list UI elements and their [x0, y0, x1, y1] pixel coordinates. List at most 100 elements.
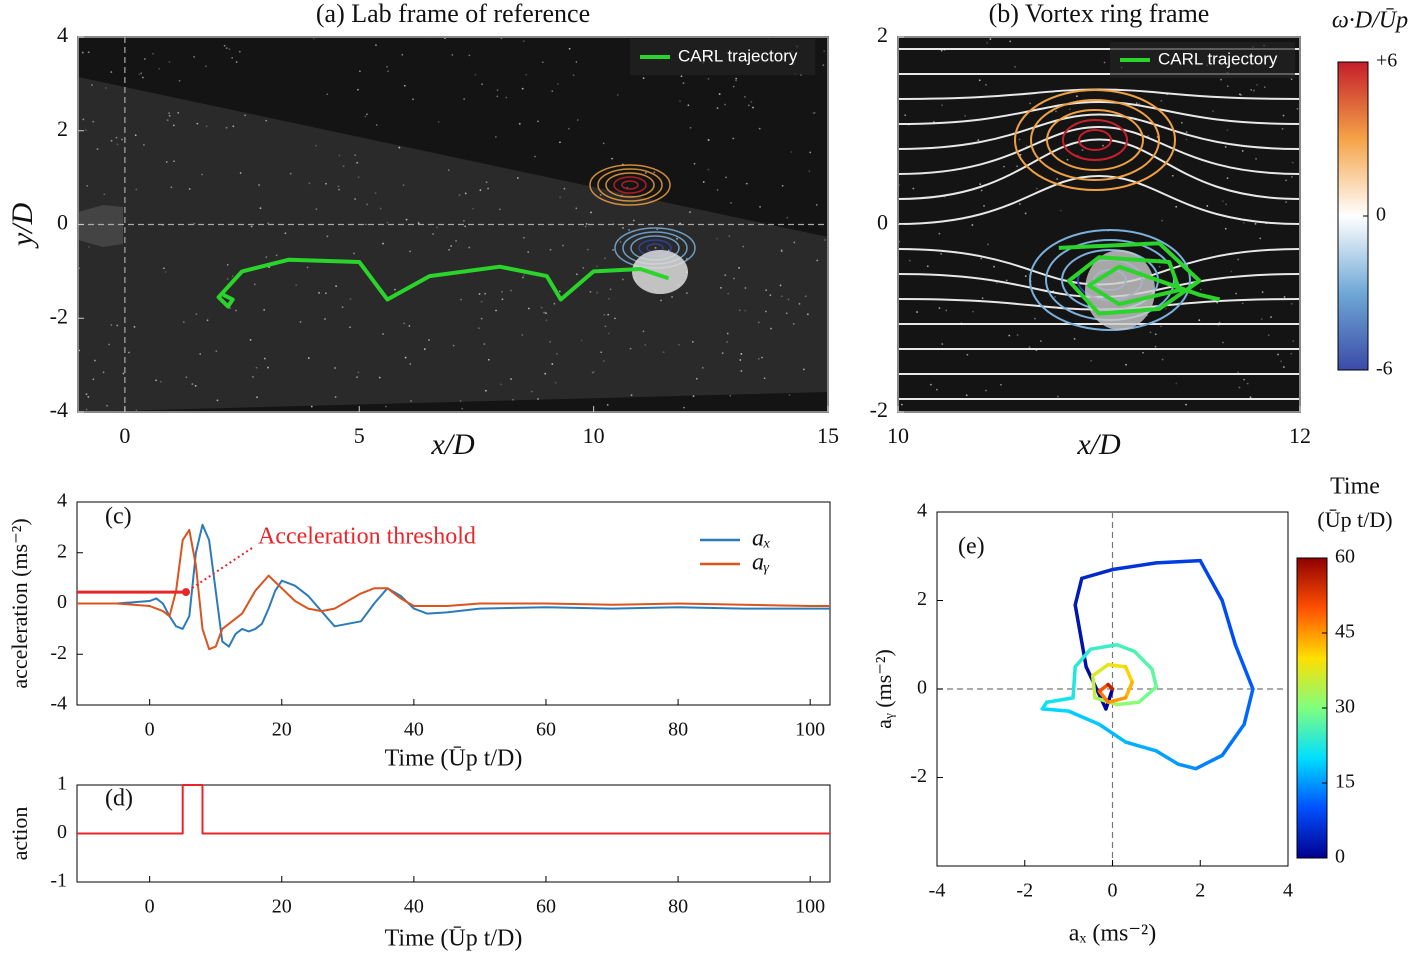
- speck: [729, 394, 732, 397]
- speck: [1180, 121, 1183, 124]
- speck: [496, 95, 499, 98]
- data-line: [77, 528, 830, 651]
- speck: [1035, 187, 1038, 190]
- speck: [938, 232, 941, 235]
- speck: [604, 325, 607, 328]
- speck: [166, 119, 169, 121]
- speck: [485, 181, 488, 184]
- speck: [315, 208, 318, 211]
- speck: [678, 343, 680, 346]
- x-tick-label: -2: [1016, 880, 1033, 902]
- y-tick-label: 4: [57, 22, 68, 47]
- speck: [1025, 145, 1028, 147]
- speck: [1290, 176, 1293, 178]
- speck: [307, 357, 310, 359]
- speck: [1161, 219, 1164, 222]
- streamline: [897, 174, 1301, 225]
- colorbar-tick-label: 45: [1335, 621, 1355, 643]
- speck: [249, 338, 252, 341]
- speck: [81, 51, 84, 54]
- speck: [824, 239, 826, 241]
- data-segment: [1066, 709, 1102, 727]
- speck: [318, 291, 320, 294]
- vortex-streamline: [597, 168, 663, 202]
- speck: [543, 311, 546, 314]
- speck: [342, 165, 345, 168]
- data-segment: [1220, 598, 1238, 647]
- speck: [480, 317, 483, 320]
- speck: [238, 50, 241, 53]
- speck: [231, 275, 234, 278]
- speck: [809, 151, 812, 154]
- speck: [602, 142, 605, 145]
- speck: [1034, 317, 1036, 320]
- speck: [986, 42, 989, 44]
- speck: [284, 232, 287, 235]
- speck: [687, 104, 690, 107]
- speck: [1222, 341, 1224, 344]
- speck: [521, 334, 524, 336]
- speck: [349, 326, 351, 329]
- speck: [86, 184, 89, 187]
- speck: [596, 291, 598, 294]
- speck: [228, 48, 231, 51]
- speck: [541, 61, 544, 64]
- speck: [235, 309, 237, 312]
- speck: [1055, 110, 1057, 113]
- speck: [267, 366, 269, 369]
- speck: [769, 294, 772, 297]
- speck: [590, 211, 592, 214]
- speck: [326, 93, 329, 96]
- speck: [263, 308, 266, 311]
- speck: [366, 203, 369, 206]
- x-tick-label: 4: [1283, 880, 1293, 902]
- speck: [135, 188, 138, 191]
- speck: [468, 246, 471, 249]
- speck: [816, 259, 819, 262]
- speck: [692, 395, 695, 398]
- x-tick-label: 0: [145, 896, 155, 918]
- x-tick-label: 40: [404, 896, 424, 918]
- speck: [354, 154, 357, 157]
- speck: [604, 257, 606, 260]
- speck: [995, 281, 998, 284]
- speck: [1161, 358, 1164, 361]
- x-tick-label: 100: [795, 719, 825, 741]
- speck: [592, 370, 595, 373]
- speck: [1292, 340, 1295, 342]
- panel: -4 -2 0 2 4 -2 0 2 4 (e) aₓ (ms⁻²) aᵧ (ms⁻²) 0 15 30 45…: [871, 474, 1393, 947]
- speck: [1009, 40, 1012, 43]
- speck: [1282, 114, 1285, 117]
- speck: [1282, 366, 1285, 368]
- speck: [607, 332, 610, 335]
- speck: [738, 309, 741, 312]
- speck: [609, 288, 612, 291]
- data-segment: [1123, 740, 1159, 753]
- x-tick-label: 0: [1108, 880, 1118, 902]
- speck: [1171, 174, 1174, 177]
- speck: [1246, 382, 1249, 385]
- speck: [977, 139, 980, 142]
- speck: [358, 70, 361, 73]
- colorbar-tick-label: 0: [1335, 846, 1345, 868]
- speck: [1226, 129, 1229, 131]
- speck: [1221, 200, 1224, 203]
- data-segment: [1110, 561, 1159, 572]
- speck: [201, 173, 204, 176]
- speck: [409, 363, 412, 365]
- speck: [527, 307, 530, 310]
- speck: [312, 37, 315, 40]
- speck: [730, 201, 732, 204]
- speck: [556, 352, 558, 355]
- speck: [143, 58, 146, 60]
- speck: [908, 259, 911, 262]
- speck: [250, 225, 253, 228]
- speck: [87, 246, 90, 248]
- speck: [1255, 157, 1257, 160]
- y-tick-label: 4: [917, 500, 927, 522]
- speck: [188, 188, 191, 190]
- speck: [364, 223, 367, 226]
- speck: [758, 127, 761, 130]
- speck: [255, 366, 258, 369]
- x-tick-label: 5: [354, 423, 365, 448]
